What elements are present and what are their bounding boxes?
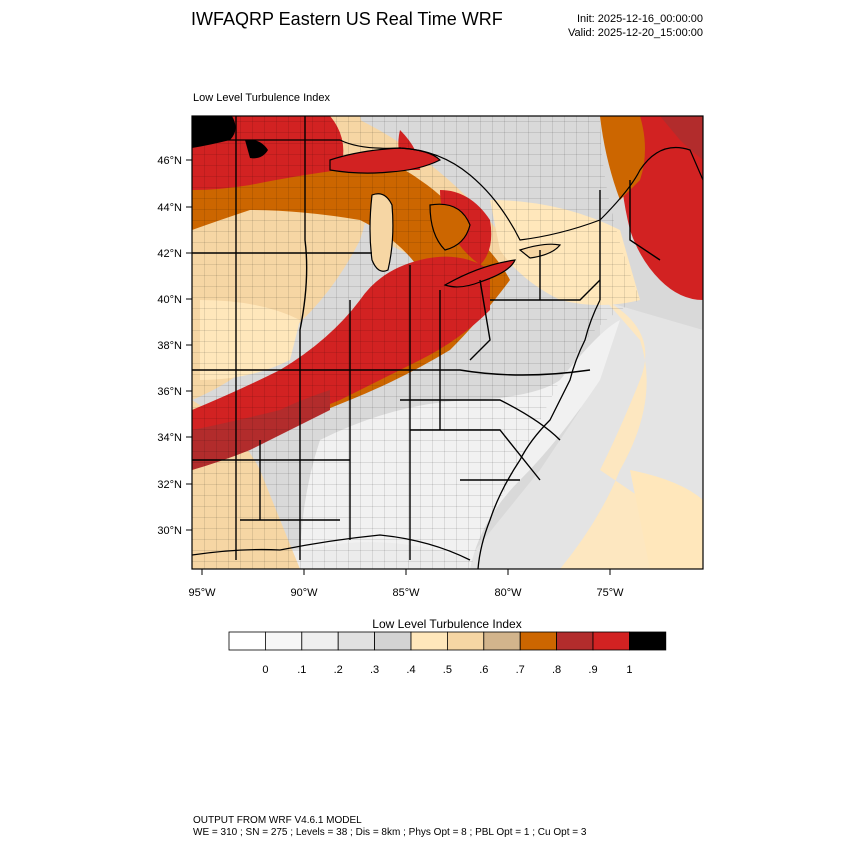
lon-label: 80°W xyxy=(494,587,522,599)
lat-tick: 42°N xyxy=(157,248,192,260)
lon-tick: 90°W xyxy=(290,569,318,599)
colorbar-title: Low Level Turbulence Index xyxy=(372,617,522,631)
colorbar-label: .6 xyxy=(479,664,488,676)
lat-label: 42°N xyxy=(157,248,182,260)
lat-tick: 36°N xyxy=(157,386,192,398)
lon-tick: 95°W xyxy=(188,569,216,599)
lat-label: 34°N xyxy=(157,432,182,444)
gulf-coastline xyxy=(192,534,471,561)
colorbar-label: 0 xyxy=(262,664,268,676)
county-lines xyxy=(192,116,640,569)
lat-tick: 34°N xyxy=(157,432,192,444)
valid-time: Valid: 2025-12-20_15:00:00 xyxy=(568,27,703,39)
colorbar: 0 .1 .2 .3 .4 .5 .6 .7 .8 .9 1 xyxy=(228,631,667,676)
atlantic-tan-2 xyxy=(630,470,703,569)
lat-tick: 40°N xyxy=(157,294,192,306)
colorbar-swatch xyxy=(228,631,266,651)
lon-label: 85°W xyxy=(392,587,420,599)
lon-tick: 85°W xyxy=(392,569,420,599)
lat-label: 38°N xyxy=(157,340,182,352)
lake-michigan xyxy=(369,193,394,272)
colorbar-label: 1 xyxy=(626,664,632,676)
colorbar-swatch xyxy=(410,631,448,651)
lat-label: 46°N xyxy=(157,155,182,167)
northeast-orange xyxy=(600,116,645,200)
lake-huron xyxy=(429,203,471,251)
lake-superior xyxy=(329,147,442,174)
northeast-dark-red xyxy=(660,116,703,160)
colorbar-swatch xyxy=(483,631,521,651)
lat-label: 44°N xyxy=(157,202,182,214)
east-coastline xyxy=(477,299,601,569)
colorbar-label: .4 xyxy=(406,664,415,676)
canada-border xyxy=(192,139,703,241)
colorbar-swatch xyxy=(374,631,412,651)
colorbar-label: .8 xyxy=(552,664,561,676)
colorbar-label: .2 xyxy=(334,664,343,676)
main-title: IWFAQRP Eastern US Real Time WRF xyxy=(191,9,503,29)
colorbar-label: .9 xyxy=(588,664,597,676)
lon-tick: 80°W xyxy=(494,569,522,599)
lat-label: 40°N xyxy=(157,294,182,306)
footer-model-line: OUTPUT FROM WRF V4.6.1 MODEL xyxy=(193,815,362,826)
lat-tick: 32°N xyxy=(157,479,192,491)
colorbar-label: .5 xyxy=(443,664,452,676)
lat-tick: 38°N xyxy=(157,340,192,352)
map-title: Low Level Turbulence Index xyxy=(193,92,330,104)
map-frame xyxy=(191,115,704,570)
colorbar-swatch xyxy=(592,631,630,651)
colorbar-swatch xyxy=(629,631,667,651)
colorbar-label: .1 xyxy=(297,664,306,676)
lat-label: 36°N xyxy=(157,386,182,398)
lon-tick: 75°W xyxy=(596,569,624,599)
colorbar-swatch xyxy=(264,631,303,651)
init-time: Init: 2025-12-16_00:00:00 xyxy=(577,13,703,25)
colorbar-swatch xyxy=(519,631,558,651)
colorbar-swatch xyxy=(446,631,485,651)
map-field xyxy=(192,116,703,569)
lat-tick: 30°N xyxy=(157,525,192,537)
lat-tick: 44°N xyxy=(157,202,192,214)
lat-tick: 46°N xyxy=(157,155,192,167)
lat-label: 32°N xyxy=(157,479,182,491)
colorbar-label: .7 xyxy=(516,664,525,676)
lake-erie xyxy=(443,259,516,288)
colorbar-swatch xyxy=(301,631,339,651)
colorbar-swatch xyxy=(337,631,376,651)
colorbar-swatch xyxy=(556,631,594,651)
lon-label: 95°W xyxy=(188,587,216,599)
lat-label: 30°N xyxy=(157,525,182,537)
footer-settings-line: WE = 310 ; SN = 275 ; Levels = 38 ; Dis … xyxy=(193,827,587,838)
colorbar-label: .3 xyxy=(370,664,379,676)
lon-label: 90°W xyxy=(290,587,318,599)
lon-label: 75°W xyxy=(596,587,624,599)
state-boundaries xyxy=(192,116,661,560)
atlantic-tan xyxy=(560,300,703,569)
lat-axis: 46°N 44°N 42°N 40°N 38°N 36°N 34°N 32°N … xyxy=(157,155,192,537)
lon-axis: 95°W 90°W 85°W 80°W 75°W xyxy=(188,569,624,599)
